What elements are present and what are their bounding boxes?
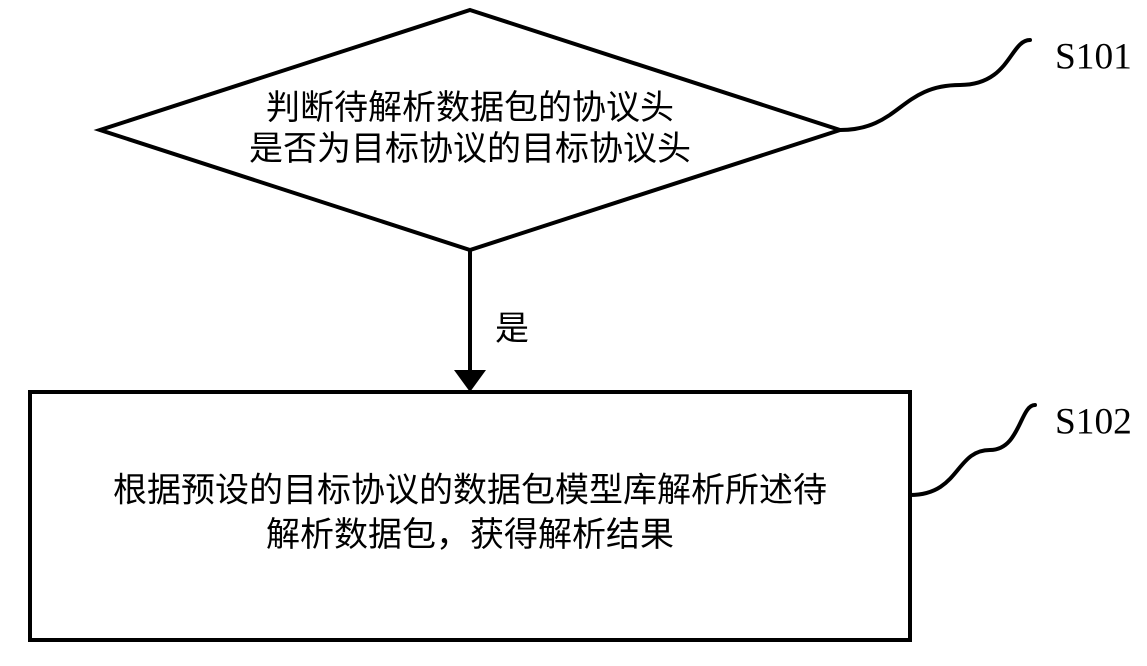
callout-s102-label: S102 <box>1055 402 1132 443</box>
decision-text-line2: 是否为目标协议的目标协议头 <box>249 130 691 168</box>
callout-s101-label: S101 <box>1055 37 1132 78</box>
arrow-label-yes: 是 <box>495 311 529 348</box>
process-text-line2: 解析数据包，获得解析结果 <box>266 516 674 554</box>
callout-s101-path <box>840 40 1030 130</box>
process-text-line1: 根据预设的目标协议的数据包模型库解析所述待 <box>113 472 827 510</box>
decision-text-line1: 判断待解析数据包的协议头 <box>266 89 674 127</box>
callout-s102-path <box>910 405 1035 495</box>
arrow-head <box>454 370 486 392</box>
